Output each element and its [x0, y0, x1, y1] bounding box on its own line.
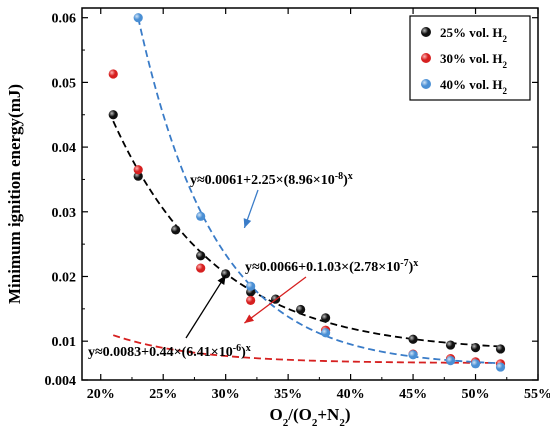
data-point	[246, 295, 256, 306]
fit-equation-label: y≈0.0066+0.1.03×(2.78×10-7)x	[245, 258, 418, 276]
data-point	[495, 344, 506, 354]
data-point	[133, 165, 143, 175]
fit-curve	[137, 17, 501, 365]
y-tick-label: 0.02	[52, 270, 77, 285]
fit-curve	[112, 120, 501, 348]
y-tick-label: 0.01	[52, 335, 77, 350]
y-tick-label: 0.04	[52, 141, 77, 156]
data-point	[470, 343, 481, 353]
data-point	[470, 359, 481, 369]
axes-layer: 20% 25% 30% 35% 40% 45% 50% 55% 0.004 0.01 0.02 0.0…	[5, 7, 550, 429]
fit-equation-label: y≈0.0083+0.44×(6.41×10-6)x	[88, 343, 251, 361]
y-tick-label: 0.05	[52, 76, 77, 91]
data-point	[221, 269, 231, 279]
legend-marker	[421, 53, 431, 63]
data-point	[133, 171, 143, 181]
data-point	[321, 313, 331, 323]
data-point	[445, 355, 456, 366]
x-axis-title: O2/(O2+N2)	[270, 405, 351, 429]
legend-marker	[421, 27, 431, 37]
data-point	[408, 350, 418, 360]
data-point	[445, 340, 456, 350]
x-tick-label: 40%	[337, 387, 365, 402]
y-tick-label: 0.004	[45, 374, 77, 389]
y-axis-title: Minimum ignition energy(mJ)	[5, 84, 24, 304]
legend-marker	[421, 79, 431, 89]
data-point	[108, 69, 118, 79]
data-point	[171, 225, 181, 235]
data-point	[108, 110, 118, 120]
legend-label: 30% vol. H2	[440, 51, 507, 70]
x-tick-label: 50%	[462, 387, 490, 402]
data-point	[196, 263, 206, 273]
legend-layer: 25% vol. H2 30% vol. H2 40% vol. H2	[409, 15, 531, 101]
x-tick-label: 45%	[399, 387, 427, 402]
x-tick-label: 35%	[274, 387, 302, 402]
fit-curve	[112, 334, 501, 364]
legend-label: 25% vol. H2	[440, 25, 507, 44]
data-point	[196, 251, 206, 261]
data-point	[321, 328, 331, 338]
x-tick-label: 20%	[87, 387, 115, 402]
annotation-arrow-head	[217, 275, 226, 285]
legend-label: 40% vol. H2	[440, 77, 507, 96]
y-tick-label: 0.06	[52, 12, 77, 27]
data-points-layer	[108, 13, 506, 372]
fit-equation-label: y≈0.0061+2.25×(8.96×10-8)x	[190, 171, 353, 189]
plot-frame	[81, 7, 539, 381]
data-point	[196, 211, 206, 221]
data-point	[296, 304, 306, 315]
y-tick-label: 0.03	[52, 206, 77, 221]
data-point	[495, 362, 506, 372]
annotations-layer: y≈0.0061+2.25×(8.96×10-8)x y≈0.0066+0.1.0…	[88, 171, 418, 361]
x-tick-label: 30%	[212, 387, 240, 402]
data-point	[246, 281, 256, 291]
x-tick-label: 25%	[149, 387, 177, 402]
x-tick-label: 55%	[524, 387, 550, 402]
annotation-arrow-head	[243, 218, 252, 228]
annotation-arrow-head	[244, 314, 255, 324]
annotation-arrow-line	[185, 274, 227, 339]
data-point	[133, 13, 143, 23]
annotation-arrow-line	[244, 276, 307, 324]
data-point	[408, 334, 418, 344]
